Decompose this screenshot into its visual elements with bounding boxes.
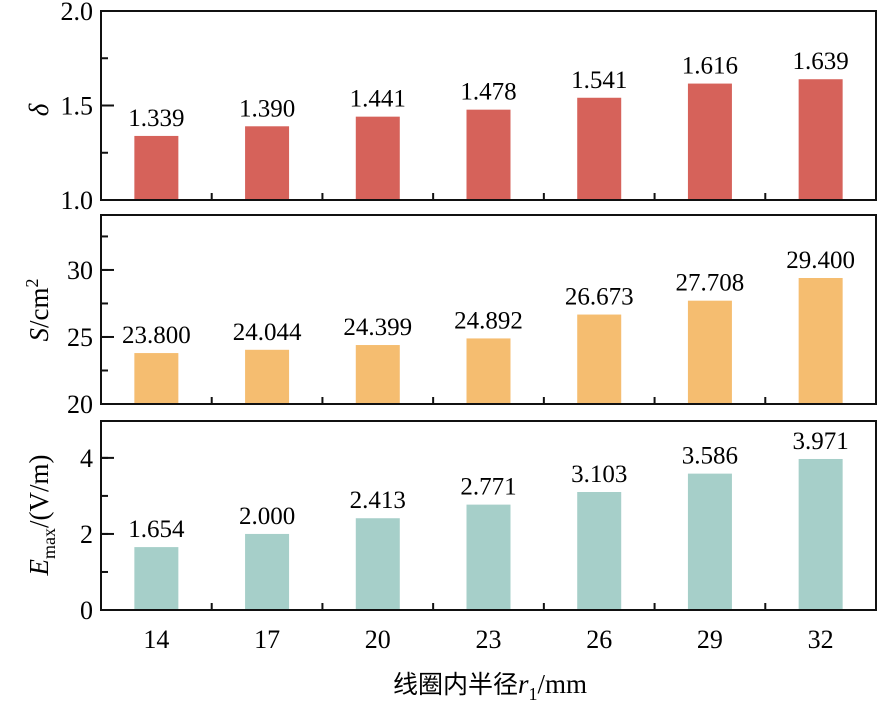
x-tick-label: 32 <box>808 625 834 654</box>
data-label: 2.771 <box>460 474 516 501</box>
bar-14 <box>134 547 179 609</box>
data-label: 3.103 <box>571 461 627 488</box>
bar-17 <box>245 533 290 609</box>
bar-23 <box>466 338 511 403</box>
bar-20 <box>355 116 400 199</box>
plot-frame <box>100 214 877 405</box>
x-tick-label: 26 <box>586 625 612 654</box>
panel-delta: 1.0 1.5 2.0 1.339 1.390 1.441 1.478 1.541 1.616 1… <box>61 0 877 215</box>
data-label: 24.399 <box>343 314 412 341</box>
bar-29 <box>687 300 732 403</box>
bar-26 <box>577 314 622 403</box>
data-label: 29.400 <box>786 247 855 274</box>
data-label: 1.478 <box>460 79 516 106</box>
bar-14 <box>134 135 179 199</box>
y-tick-label: 25 <box>67 323 93 352</box>
y-tick-label: 30 <box>67 256 93 285</box>
y-tick-label: 20 <box>67 390 93 419</box>
data-label: 2.000 <box>239 503 295 530</box>
bar-20 <box>355 518 400 609</box>
y-tick-label: 2 <box>80 520 93 549</box>
y-tick-label: 1.5 <box>61 92 94 121</box>
y-label-emax: Emax/(V/m) <box>24 455 59 577</box>
x-tick-label: 23 <box>476 625 502 654</box>
data-label: 3.586 <box>682 443 738 470</box>
y-tick-label: 2.0 <box>61 0 94 26</box>
data-label: 24.892 <box>454 307 523 334</box>
bar-32 <box>798 278 843 403</box>
x-tick-label: 20 <box>365 625 391 654</box>
x-axis-title: 线圈内半径r1/mm <box>393 669 587 704</box>
y-tick-label: 0 <box>80 596 93 625</box>
plot-frame <box>100 420 877 611</box>
data-label: 27.708 <box>676 270 745 297</box>
bar-20 <box>355 345 400 403</box>
data-label: 1.654 <box>128 516 185 543</box>
data-label: 3.971 <box>793 428 849 455</box>
x-tick-label: 29 <box>697 625 723 654</box>
bar-23 <box>466 504 511 609</box>
data-label: 1.339 <box>128 105 184 132</box>
data-label: 2.413 <box>350 487 406 514</box>
bar-26 <box>577 97 622 199</box>
y-label-area: S/cm2 <box>22 279 54 342</box>
bar-17 <box>245 349 290 403</box>
x-tick-label: 17 <box>254 625 280 654</box>
data-label: 1.639 <box>793 48 849 75</box>
data-label: 23.800 <box>122 322 191 349</box>
panel-emax: 0 2 4 1.654 2.000 2.413 2.771 3.103 3.586 3.971 <box>80 420 877 625</box>
data-label: 1.616 <box>682 53 738 80</box>
y-tick-label: 1.0 <box>61 186 94 215</box>
x-tick-label: 14 <box>143 625 169 654</box>
data-label: 1.541 <box>571 67 627 94</box>
data-label: 24.044 <box>233 319 302 346</box>
bar-17 <box>245 126 290 199</box>
bar-32 <box>798 79 843 199</box>
y-label-delta: δ <box>24 103 54 116</box>
bar-29 <box>687 83 732 199</box>
y-tick-label: 4 <box>80 444 93 473</box>
bar-32 <box>798 458 843 609</box>
bar-29 <box>687 473 732 609</box>
data-label: 1.390 <box>239 95 295 122</box>
bar-14 <box>134 353 179 403</box>
data-label: 1.441 <box>350 86 406 113</box>
panel-area: 20 25 30 23.800 24.044 24.399 24.892 26.673 27.7… <box>67 214 877 419</box>
bar-23 <box>466 109 511 199</box>
data-label: 26.673 <box>565 284 634 311</box>
bar-26 <box>577 491 622 609</box>
